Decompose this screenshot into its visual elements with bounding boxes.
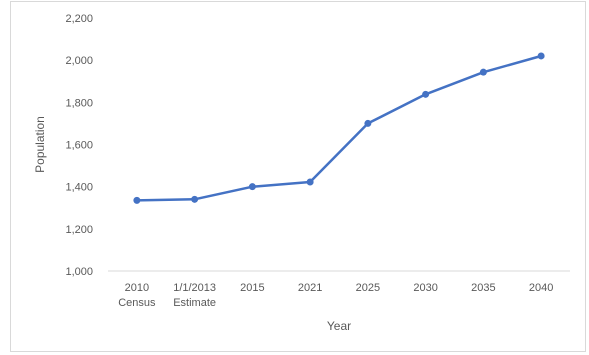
data-point <box>479 68 487 76</box>
x-tick-label: 2030 <box>413 282 437 294</box>
x-tick-label: 1/1/2013 <box>173 282 216 294</box>
x-tick-label: 2010 <box>125 282 149 294</box>
y-tick-label: 1,200 <box>65 224 93 236</box>
x-tick-label: Census <box>118 297 156 309</box>
y-tick-label: 1,600 <box>65 140 93 152</box>
data-point <box>537 52 545 60</box>
data-point <box>306 178 314 186</box>
x-tick-label: 2021 <box>298 282 322 294</box>
y-tick-label: 1,000 <box>65 266 93 278</box>
x-axis-title: Year <box>327 319 351 333</box>
y-tick-label: 1,800 <box>65 97 93 109</box>
series-line-population <box>136 54 542 202</box>
chart-frame <box>10 1 586 352</box>
y-tick-label: 1,400 <box>65 182 93 194</box>
x-tick-label: 2035 <box>471 282 495 294</box>
data-points <box>133 52 545 204</box>
x-tick-label: 2040 <box>529 282 553 294</box>
x-axis-ticks: 2010 Census 1/1/2013 Estimate 2015 2021 2025 20… <box>118 282 553 309</box>
y-tick-label: 2,200 <box>65 13 93 25</box>
y-axis-ticks: 1,000 1,200 1,400 1,600 1,800 2,000 2,200 <box>65 13 93 278</box>
data-point <box>133 196 141 204</box>
x-tick-label: Estimate <box>173 297 216 309</box>
x-tick-label: 2025 <box>356 282 380 294</box>
y-axis-title: Population <box>33 116 47 173</box>
data-point <box>422 90 430 98</box>
data-point <box>364 119 372 127</box>
data-point <box>248 183 256 191</box>
y-tick-label: 2,000 <box>65 55 93 67</box>
data-point <box>191 195 199 203</box>
x-tick-label: 2015 <box>240 282 264 294</box>
